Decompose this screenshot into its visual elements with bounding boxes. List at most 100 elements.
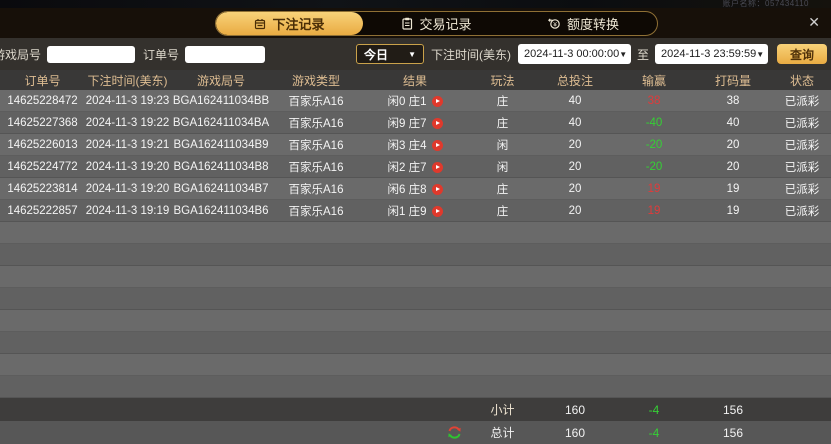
cell-bet-time: 2024-11-3 19:23 [85, 95, 170, 107]
result-text: 闲3 庄4 [387, 140, 427, 152]
clipboard-icon [401, 17, 413, 30]
play-icon[interactable] [431, 95, 443, 107]
time-from-select[interactable]: 2024-11-3 00:00:00 ▼ [517, 44, 631, 64]
header-round-no: 游戏局号 [196, 73, 245, 88]
table-row: 14625228472 2024-11-3 19:23 BGA162411034… [0, 90, 831, 112]
cell-order-no: 14625224772 [7, 161, 78, 173]
table-row: 14625226013 2024-11-3 19:21 BGA162411034… [0, 134, 831, 156]
result-text: 闲9 庄7 [387, 118, 427, 130]
tab-bar: 下注记录 交易记录 ¥ 额度转换 [0, 8, 831, 38]
cell-play: 庄 [496, 184, 509, 196]
cell-bet-time: 2024-11-3 19:22 [85, 117, 170, 129]
empty-row [0, 354, 831, 376]
cell-total-bet: 20 [568, 139, 582, 151]
cell-turnover: 19 [726, 205, 740, 217]
cell-result: 闲3 庄4 [360, 137, 470, 153]
empty-row [0, 244, 831, 266]
svg-text:¥: ¥ [553, 21, 557, 28]
cell-win-loss: 38 [647, 95, 661, 107]
play-icon[interactable] [431, 139, 443, 151]
cell-total-bet: 20 [568, 183, 582, 195]
refresh-icon[interactable] [360, 425, 470, 440]
table-row: 14625222857 2024-11-3 19:19 BGA162411034… [0, 200, 831, 222]
total-row: 总计 160 -4 156 [0, 421, 831, 444]
result-text: 闲6 庄8 [387, 184, 427, 196]
time-to-select[interactable]: 2024-11-3 23:59:59 ▼ [655, 44, 768, 64]
cell-game-type: 百家乐A16 [288, 96, 344, 108]
cell-round-no: BGA162411034B9 [173, 139, 269, 151]
background-account-text: 账户名称：057434110 [722, 0, 809, 8]
cell-win-loss: 19 [647, 183, 661, 195]
cell-order-no: 14625228472 [7, 95, 78, 107]
total-turnover: 156 [722, 425, 744, 440]
cell-round-no: BGA162411034B8 [173, 161, 269, 173]
tab-group: 下注记录 交易记录 ¥ 额度转换 [215, 11, 658, 36]
total-win-loss: -4 [648, 425, 660, 440]
subtotal-win-loss: -4 [648, 402, 660, 417]
table-header: 订单号 下注时间(美东) 游戏局号 游戏类型 结果 玩法 总投注 输赢 打码量 … [0, 70, 831, 90]
cell-total-bet: 20 [568, 161, 582, 173]
subtotal-label: 小计 [490, 403, 515, 417]
cell-result: 闲2 庄7 [360, 159, 470, 175]
cell-status: 已派彩 [784, 118, 820, 130]
coin-transfer-icon: ¥ [547, 17, 561, 30]
cell-game-type: 百家乐A16 [288, 162, 344, 174]
period-select[interactable]: 今日 ▼ [355, 44, 424, 64]
tab-credit-conversion[interactable]: ¥ 额度转换 [510, 12, 657, 35]
order-no-input[interactable] [185, 45, 266, 63]
header-turnover: 打码量 [714, 73, 751, 88]
subtotal-turnover: 156 [722, 402, 744, 417]
cell-round-no: BGA162411034B6 [173, 205, 269, 217]
cell-order-no: 14625222857 [7, 205, 78, 217]
cell-turnover: 19 [726, 183, 740, 195]
cell-bet-time: 2024-11-3 19:21 [85, 139, 170, 151]
cell-order-no: 14625226013 [7, 139, 78, 151]
filter-bar: 游戏局号 订单号 今日 ▼ 下注时间(美东) 2024-11-3 00:00:0… [0, 38, 831, 70]
cell-status: 已派彩 [784, 140, 820, 152]
header-result: 结果 [402, 73, 427, 88]
play-icon[interactable] [431, 117, 443, 129]
cell-round-no: BGA162411034B7 [173, 183, 269, 195]
tab-label: 交易记录 [419, 17, 472, 32]
header-order-no: 订单号 [24, 73, 61, 88]
cell-turnover: 20 [726, 139, 740, 151]
close-icon[interactable]: ✕ [808, 14, 820, 30]
query-button[interactable]: 查询 [777, 44, 827, 64]
play-icon[interactable] [431, 205, 443, 217]
play-icon[interactable] [431, 161, 443, 173]
cell-game-type: 百家乐A16 [288, 118, 344, 130]
header-win-loss: 输赢 [641, 73, 666, 88]
cell-result: 闲6 庄8 [360, 181, 470, 197]
chevron-down-icon: ▼ [619, 49, 628, 59]
empty-row [0, 266, 831, 288]
cell-order-no: 14625227368 [7, 117, 78, 129]
cell-total-bet: 40 [568, 117, 582, 129]
header-bet-time: 下注时间(美东) [87, 73, 168, 88]
cell-order-no: 14625223814 [7, 183, 78, 195]
cell-win-loss: 19 [647, 205, 661, 217]
table-row: 14625223814 2024-11-3 19:20 BGA162411034… [0, 178, 831, 200]
header-play: 玩法 [490, 73, 515, 88]
game-round-input[interactable] [47, 45, 136, 63]
result-text: 闲0 庄1 [387, 96, 427, 108]
time-from-value: 2024-11-3 00:00:00 [523, 48, 620, 60]
cell-result: 闲0 庄1 [360, 93, 470, 109]
period-selected-value: 今日 [363, 47, 388, 62]
chevron-down-icon: ▼ [756, 49, 765, 59]
cell-play: 闲 [496, 140, 509, 152]
cell-total-bet: 20 [568, 205, 582, 217]
play-icon[interactable] [431, 183, 443, 195]
cell-turnover: 20 [726, 161, 740, 173]
cell-turnover: 40 [726, 117, 740, 129]
game-round-label: 游戏局号 [0, 47, 42, 62]
empty-row [0, 332, 831, 354]
tab-bet-records[interactable]: 下注记录 [216, 12, 363, 35]
subtotal-row: 小计 160 -4 156 [0, 398, 831, 421]
cell-status: 已派彩 [784, 96, 820, 108]
empty-row [0, 222, 831, 244]
tab-transaction-records[interactable]: 交易记录 [363, 12, 510, 35]
cell-game-type: 百家乐A16 [288, 140, 344, 152]
empty-row [0, 310, 831, 332]
cell-result: 闲9 庄7 [360, 115, 470, 131]
cell-win-loss: -40 [645, 117, 663, 129]
